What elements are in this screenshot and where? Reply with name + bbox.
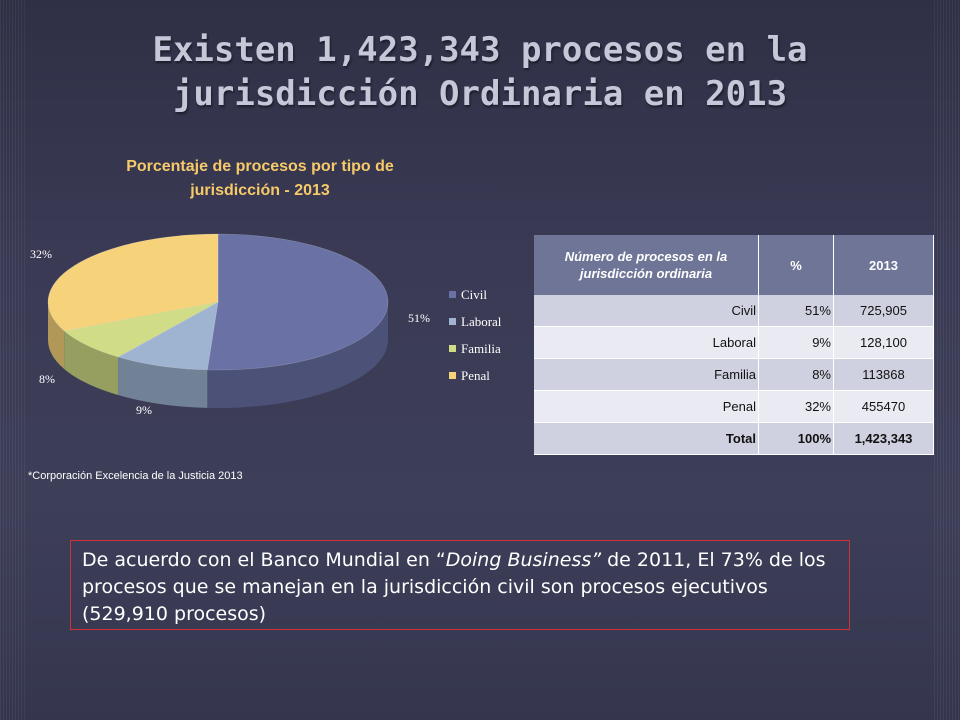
chart-title-line-2: jurisdicción - 2013 [190,182,330,199]
chart-title-line-1: Porcentaje de procesos por tipo de [126,158,394,175]
pie-slice-penal [47,233,219,332]
table-row: Penal 32% 455470 [534,390,934,423]
legend-item-civil: Civil [449,286,501,313]
row-percent: 32% [758,390,834,423]
pie-label-penal: 32% [30,247,52,261]
table-row: Civil 51% 725,905 [534,295,934,327]
legend-label: Familia [461,341,501,356]
pie-side-laboral [118,357,208,408]
legend-label: Laboral [461,314,502,329]
legend-swatch [449,372,456,379]
pie-side-penal [48,302,65,369]
total-percent: 100% [758,422,834,455]
right-stripe-decoration [934,0,960,720]
row-value: 128,100 [833,326,934,359]
table-header-label: Número de procesos en la jurisdicción or… [534,235,759,295]
slide-title-line-1: Existen 1,423,343 procesos en la [152,30,808,70]
note-box: De acuerdo con el Banco Mundial en “Doin… [70,540,850,630]
table-row: Familia 8% 113868 [534,358,934,391]
note-text-end: de 2011, El 73% de los procesos que se m… [82,549,826,625]
slide-title: Existen 1,423,343 procesos en la jurisdi… [40,28,920,116]
legend-label: Civil [461,287,488,302]
pie-side-civil [207,302,388,408]
slide-title-line-2: jurisdicción Ordinaria en 2013 [172,74,788,114]
table-total-row: Total 100% 1,423,343 [534,422,934,455]
legend-item-familia: Familia [449,340,501,367]
row-label: Laboral [534,326,759,359]
row-percent: 51% [758,295,834,327]
row-label: Civil [534,295,759,327]
table-header-row: Número de procesos en la jurisdicción or… [534,235,934,295]
chart-title: Porcentaje de procesos por tipo de juris… [80,155,440,203]
note-text-italic: Doing Business” [445,549,602,571]
total-label: Total [534,422,759,455]
legend-label: Penal [461,368,490,383]
chart-legend: Civil Laboral Familia Penal [449,286,501,394]
legend-swatch [449,291,456,298]
table-header-percent: % [758,235,834,295]
pie-slice-familia [63,301,219,358]
row-value: 113868 [833,358,934,391]
legend-item-penal: Penal [449,367,501,394]
legend-swatch [449,318,456,325]
left-stripe-decoration [0,0,26,720]
row-label: Penal [534,390,759,423]
row-percent: 8% [758,358,834,391]
row-value: 725,905 [833,295,934,327]
row-label: Familia [534,358,759,391]
pie-side-familia [64,330,119,396]
total-value: 1,423,343 [833,422,934,455]
pie-label-civil: 51% [408,311,430,325]
legend-item-laboral: Laboral [449,313,501,340]
data-table: Número de procesos en la jurisdicción or… [534,235,934,455]
row-value: 455470 [833,390,934,423]
table-header-year: 2013 [833,235,934,295]
row-percent: 9% [758,326,834,359]
pie-slice-civil [206,233,389,371]
legend-swatch [449,345,456,352]
source-note: *Corporación Excelencia de la Justicia 2… [28,470,243,482]
pie-label-familia: 8% [39,372,55,386]
note-text-start: De acuerdo con el Banco Mundial en “ [82,549,446,571]
pie-chart [47,233,389,408]
pie-label-laboral: 9% [136,403,152,417]
pie-slice-laboral [117,301,219,371]
table-row: Laboral 9% 128,100 [534,326,934,359]
